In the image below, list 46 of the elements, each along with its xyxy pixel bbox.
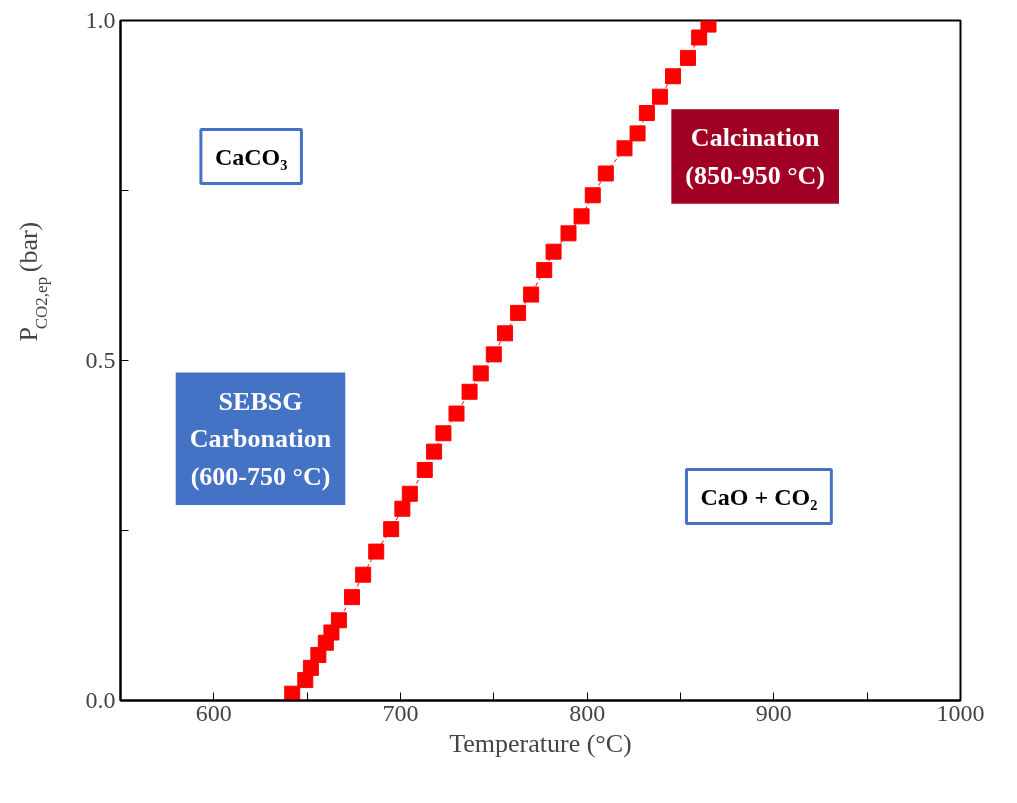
annotation: Calcination (850-950 °C) — [685, 123, 825, 190]
point — [584, 187, 601, 204]
point — [597, 165, 614, 182]
x-tick-label: 800 — [569, 699, 606, 726]
point — [461, 383, 478, 400]
point — [638, 104, 655, 121]
point — [523, 286, 540, 303]
point — [435, 425, 452, 442]
y-tick-label: 0.5 — [85, 347, 116, 373]
point — [343, 589, 360, 606]
x-tick-label: 900 — [755, 699, 792, 726]
point — [545, 243, 562, 260]
y-tick-label: 1.0 — [85, 7, 116, 33]
annotation: CaO + CO₂ — [700, 483, 818, 510]
y-tick-label: 0.0 — [85, 687, 116, 713]
x-tick-label: 600 — [195, 699, 232, 726]
x-tick-label: 1000 — [936, 699, 985, 726]
point — [536, 262, 553, 279]
point — [368, 543, 385, 560]
point — [401, 485, 418, 502]
point — [497, 325, 514, 342]
point — [416, 461, 433, 478]
point — [485, 346, 502, 363]
point — [510, 304, 527, 321]
annotation: CaCO₃ — [214, 143, 288, 170]
point — [573, 208, 590, 225]
y-axis-title: PCO2,ep (bar) — [13, 221, 51, 342]
point — [448, 405, 465, 422]
point — [691, 29, 708, 46]
point — [426, 443, 443, 460]
point — [330, 612, 347, 629]
x-axis-title: Temperature (°C) — [449, 728, 632, 758]
point — [679, 49, 696, 66]
annotation: SEBSG Carbonation (600-750 °C) — [189, 386, 332, 491]
point — [394, 500, 411, 517]
x-tick-label: 700 — [382, 699, 419, 726]
point — [355, 566, 372, 583]
point — [616, 140, 633, 157]
point — [665, 68, 682, 85]
point — [560, 225, 577, 242]
point — [383, 521, 400, 538]
point — [629, 125, 646, 142]
point — [651, 88, 668, 105]
point — [472, 365, 489, 382]
point — [284, 685, 301, 701]
point — [700, 20, 717, 33]
